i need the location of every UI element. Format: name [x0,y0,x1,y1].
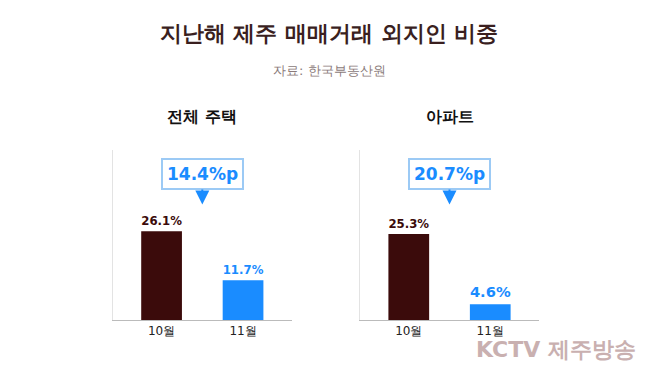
svg-text:25.3%: 25.3% [388,217,429,231]
svg-text:26.1%: 26.1% [141,214,182,228]
svg-text:4.6%: 4.6% [470,283,511,300]
svg-text:20.7%p: 20.7%p [414,164,485,184]
svg-text:14.4%p: 14.4%p [167,164,238,184]
svg-text:10월: 10월 [148,324,175,338]
svg-text:지난해 제주 매매거래 외지인 비중: 지난해 제주 매매거래 외지인 비중 [160,21,499,46]
svg-text:11.7%: 11.7% [223,263,264,277]
svg-text:KCTV 제주방송: KCTV 제주방송 [476,337,636,362]
svg-text:아파트: 아파트 [426,107,474,126]
svg-text:자료: 한국부동산원: 자료: 한국부동산원 [273,63,386,78]
svg-text:11월: 11월 [477,324,504,338]
svg-text:10월: 10월 [395,324,422,338]
svg-text:11월: 11월 [229,324,256,338]
svg-text:전체 주택: 전체 주택 [167,107,237,126]
